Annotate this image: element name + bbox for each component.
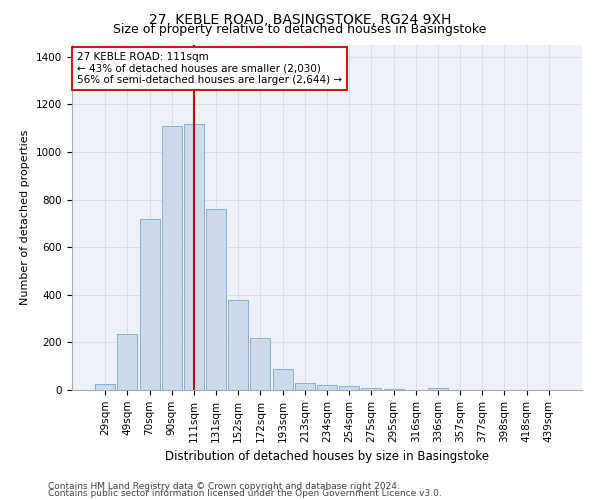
Text: Contains HM Land Registry data © Crown copyright and database right 2024.: Contains HM Land Registry data © Crown c…: [48, 482, 400, 491]
Bar: [250, 338, 271, 390]
Bar: [228, 300, 248, 390]
Text: Size of property relative to detached houses in Basingstoke: Size of property relative to detached ho…: [113, 22, 487, 36]
Bar: [295, 383, 315, 390]
Y-axis label: Number of detached properties: Number of detached properties: [20, 130, 31, 305]
Bar: [317, 385, 337, 390]
Bar: [272, 368, 293, 390]
Text: Contains public sector information licensed under the Open Government Licence v3: Contains public sector information licen…: [48, 490, 442, 498]
Bar: [184, 124, 204, 390]
X-axis label: Distribution of detached houses by size in Basingstoke: Distribution of detached houses by size …: [165, 450, 489, 463]
Bar: [361, 388, 382, 390]
Bar: [428, 388, 448, 390]
Bar: [383, 389, 404, 390]
Bar: [140, 218, 160, 390]
Bar: [118, 334, 137, 390]
Bar: [339, 386, 359, 390]
Bar: [95, 384, 115, 390]
Text: 27 KEBLE ROAD: 111sqm
← 43% of detached houses are smaller (2,030)
56% of semi-d: 27 KEBLE ROAD: 111sqm ← 43% of detached …: [77, 52, 342, 85]
Bar: [162, 126, 182, 390]
Text: 27, KEBLE ROAD, BASINGSTOKE, RG24 9XH: 27, KEBLE ROAD, BASINGSTOKE, RG24 9XH: [149, 12, 451, 26]
Bar: [206, 209, 226, 390]
